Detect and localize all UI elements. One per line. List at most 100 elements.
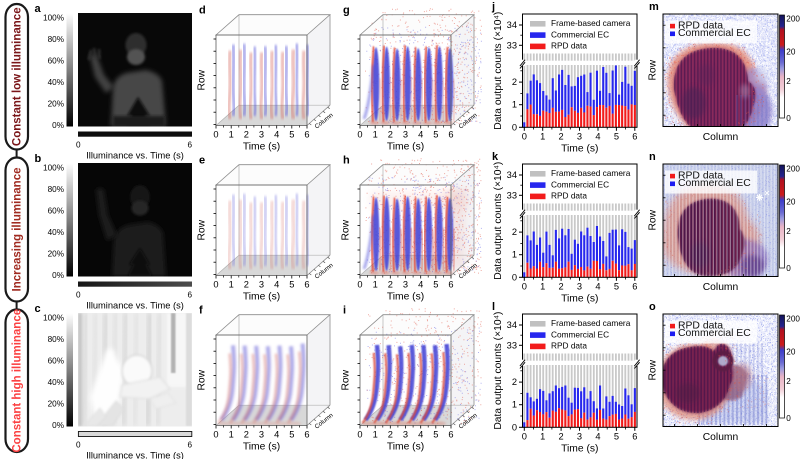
svg-text:Time (s): Time (s) (561, 143, 598, 154)
svg-text:5: 5 (614, 281, 619, 291)
svg-text:6: 6 (304, 280, 309, 290)
svg-text:d: d (199, 5, 206, 17)
svg-text:0: 0 (76, 141, 81, 150)
svg-text:4: 4 (595, 281, 600, 291)
svg-text:100%: 100% (43, 314, 64, 323)
svg-text:20%: 20% (48, 250, 64, 259)
svg-text:1: 1 (512, 250, 517, 260)
svg-text:4: 4 (274, 280, 279, 290)
svg-text:6: 6 (187, 141, 192, 150)
svg-text:200: 200 (786, 315, 800, 324)
svg-text:RPD data: RPD data (678, 170, 723, 181)
svg-text:Time (s): Time (s) (387, 292, 424, 303)
svg-text:5: 5 (289, 280, 294, 290)
svg-text:Commercial EC: Commercial EC (551, 179, 609, 189)
svg-text:0%: 0% (52, 421, 64, 430)
svg-text:4: 4 (274, 130, 279, 140)
svg-text:i: i (343, 305, 346, 317)
svg-text:Increasing illuminance: Increasing illuminance (12, 168, 24, 292)
svg-text:g: g (343, 5, 350, 17)
svg-text:80%: 80% (48, 185, 64, 194)
svg-text:34: 34 (507, 20, 517, 30)
svg-text:Row: Row (648, 59, 659, 80)
svg-text:Row: Row (341, 69, 352, 90)
svg-text:0: 0 (786, 264, 791, 273)
svg-text:Frame-based camera: Frame-based camera (551, 318, 631, 328)
svg-text:RPD data: RPD data (678, 20, 723, 31)
svg-text:5: 5 (614, 131, 619, 141)
svg-text:f: f (199, 305, 203, 317)
svg-text:Row: Row (648, 209, 659, 230)
svg-text:Constant low illuminance: Constant low illuminance (12, 7, 24, 146)
svg-text:2: 2 (512, 77, 517, 87)
svg-text:Row: Row (197, 369, 208, 390)
svg-text:6: 6 (187, 441, 192, 450)
svg-text:RPD data: RPD data (551, 341, 587, 351)
svg-text:0: 0 (522, 131, 527, 141)
svg-text:4: 4 (595, 431, 600, 441)
svg-text:Time (s): Time (s) (387, 142, 424, 153)
svg-text:0: 0 (357, 430, 362, 440)
svg-text:1: 1 (540, 131, 545, 141)
svg-text:4: 4 (595, 131, 600, 141)
svg-text:2: 2 (786, 377, 791, 386)
svg-text:1: 1 (229, 280, 234, 290)
svg-text:6: 6 (632, 431, 637, 441)
svg-text:33: 33 (507, 340, 517, 350)
svg-text:Illuminance vs. Time (s): Illuminance vs. Time (s) (86, 301, 184, 311)
svg-text:l: l (492, 301, 495, 313)
svg-text:Row: Row (648, 359, 659, 380)
svg-text:6: 6 (448, 130, 453, 140)
svg-text:5: 5 (433, 430, 438, 440)
svg-text:80%: 80% (48, 35, 64, 44)
svg-text:5: 5 (289, 130, 294, 140)
svg-text:Row: Row (197, 219, 208, 240)
svg-text:6: 6 (448, 280, 453, 290)
svg-text:4: 4 (274, 430, 279, 440)
svg-text:2: 2 (244, 430, 249, 440)
svg-text:Illuminance vs. Time (s): Illuminance vs. Time (s) (86, 451, 184, 459)
svg-text:0: 0 (512, 272, 517, 282)
svg-text:Frame-based camera: Frame-based camera (551, 18, 631, 28)
svg-text:Data output counts (×10⁴): Data output counts (×10⁴) (493, 12, 504, 130)
svg-text:Commercial EC: Commercial EC (678, 178, 751, 189)
svg-text:Data output counts (×10⁴): Data output counts (×10⁴) (493, 312, 504, 430)
svg-text:4: 4 (418, 430, 423, 440)
svg-text:0: 0 (213, 130, 218, 140)
svg-text:0: 0 (786, 114, 791, 123)
svg-text:RPD data: RPD data (551, 41, 587, 51)
svg-text:5: 5 (289, 430, 294, 440)
svg-text:Data output counts (×10⁴): Data output counts (×10⁴) (493, 162, 504, 280)
svg-text:20: 20 (786, 198, 796, 207)
svg-text:40%: 40% (48, 378, 64, 387)
svg-text:60%: 60% (48, 57, 64, 66)
svg-text:6: 6 (304, 430, 309, 440)
svg-text:n: n (649, 151, 656, 163)
svg-text:2: 2 (388, 280, 393, 290)
svg-text:0: 0 (357, 280, 362, 290)
svg-text:Constant high illuminance: Constant high illuminance (12, 309, 24, 453)
svg-text:20: 20 (786, 348, 796, 357)
svg-text:200: 200 (786, 15, 800, 24)
svg-text:1: 1 (512, 400, 517, 410)
svg-text:Illuminance vs. Time (s): Illuminance vs. Time (s) (86, 151, 184, 161)
svg-text:2: 2 (244, 280, 249, 290)
svg-text:3: 3 (577, 281, 582, 291)
svg-text:2: 2 (388, 130, 393, 140)
svg-text:4: 4 (418, 280, 423, 290)
svg-text:k: k (492, 151, 499, 163)
svg-text:e: e (199, 155, 205, 167)
svg-text:Time (s): Time (s) (243, 292, 280, 303)
svg-text:RPD data: RPD data (678, 320, 723, 331)
svg-text:5: 5 (433, 130, 438, 140)
svg-text:Row: Row (197, 69, 208, 90)
svg-text:33: 33 (507, 190, 517, 200)
svg-text:100%: 100% (43, 164, 64, 173)
svg-text:60%: 60% (48, 357, 64, 366)
svg-text:Commercial EC: Commercial EC (678, 28, 751, 39)
svg-text:40%: 40% (48, 228, 64, 237)
svg-text:3: 3 (577, 131, 582, 141)
svg-text:Commercial EC: Commercial EC (678, 328, 751, 339)
svg-text:Column: Column (703, 282, 739, 293)
svg-text:2: 2 (559, 281, 564, 291)
